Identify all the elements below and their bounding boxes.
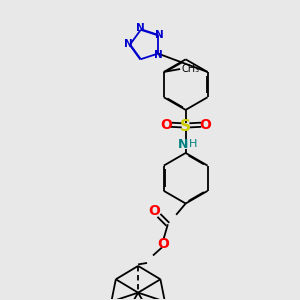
Text: N: N xyxy=(178,138,188,151)
Text: O: O xyxy=(160,118,172,132)
Text: N: N xyxy=(136,23,145,33)
Text: N: N xyxy=(155,30,164,40)
Text: H: H xyxy=(189,139,197,149)
Text: N: N xyxy=(154,50,162,60)
Text: O: O xyxy=(148,204,160,218)
Text: N: N xyxy=(124,39,133,49)
Text: S: S xyxy=(180,119,191,134)
Text: CH₃: CH₃ xyxy=(182,64,200,74)
Text: O: O xyxy=(199,118,211,132)
Text: O: O xyxy=(158,237,169,250)
